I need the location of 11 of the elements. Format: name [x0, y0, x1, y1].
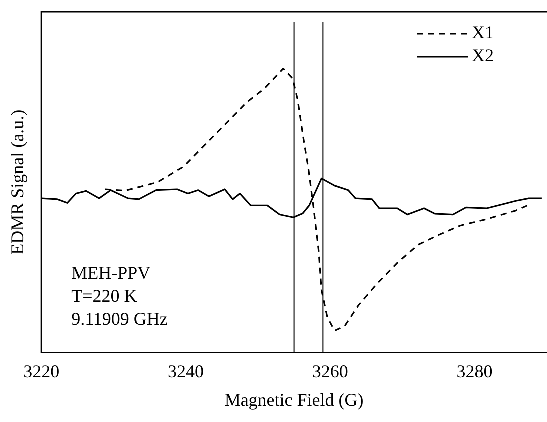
x-tick-label: 3220: [24, 361, 60, 382]
annotation: T=220 K: [72, 286, 138, 306]
x-tick-label: 3280: [456, 361, 493, 382]
annotation: 9.11909 GHz: [72, 308, 168, 329]
x-tick-label: 3260: [312, 361, 348, 382]
legend-label: X2: [472, 46, 494, 66]
y-axis-title: EDMR Signal (a.u.): [8, 110, 28, 255]
x-axis-title: Magnetic Field (G): [224, 390, 364, 410]
legend-label: X1: [472, 22, 494, 43]
annotation: MEH-PPV: [72, 262, 151, 283]
x-tick-label: 3240: [168, 361, 204, 382]
